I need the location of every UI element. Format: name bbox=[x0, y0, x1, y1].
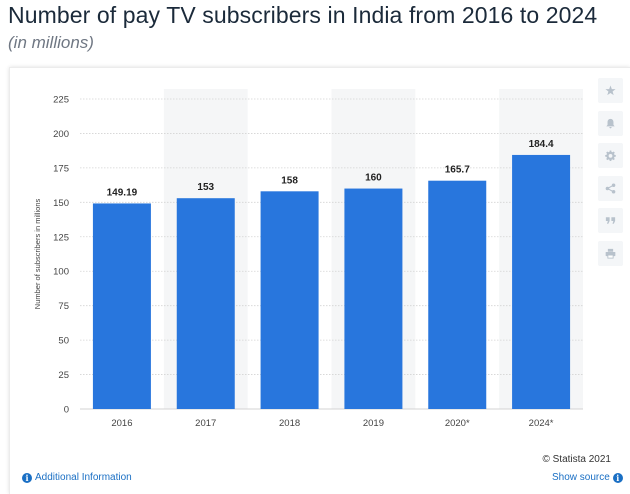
info-icon: i bbox=[612, 472, 623, 483]
x-tick-label: 2020* bbox=[445, 418, 470, 429]
bar[interactable] bbox=[428, 180, 487, 409]
copyright-text: © Statista 2021 bbox=[542, 454, 611, 465]
star-icon bbox=[605, 85, 616, 96]
print-button[interactable] bbox=[598, 240, 623, 266]
data-label: 184.4 bbox=[529, 139, 554, 150]
additional-information-link[interactable]: i Additional Information bbox=[22, 472, 132, 483]
page-title: Number of pay TV subscribers in India fr… bbox=[8, 2, 598, 28]
bar[interactable] bbox=[512, 154, 571, 409]
share-icon bbox=[605, 182, 616, 194]
bar[interactable] bbox=[92, 203, 151, 409]
y-axis-label: Number of subscribers in millions bbox=[33, 199, 42, 310]
bell-icon bbox=[606, 118, 615, 128]
data-label: 160 bbox=[365, 173, 382, 184]
quote-icon bbox=[605, 217, 616, 224]
bar[interactable] bbox=[260, 191, 319, 409]
favorite-button[interactable] bbox=[598, 78, 623, 103]
y-tick-label: 100 bbox=[53, 267, 69, 278]
x-tick-label: 2019 bbox=[363, 418, 384, 429]
y-tick-label: 25 bbox=[58, 370, 69, 381]
x-tick-label: 2024* bbox=[529, 418, 554, 429]
y-tick-label: 150 bbox=[53, 198, 69, 209]
print-icon bbox=[605, 248, 616, 259]
info-icon: i bbox=[22, 472, 32, 483]
data-label: 165.7 bbox=[445, 165, 470, 176]
data-label: 153 bbox=[197, 182, 214, 193]
y-tick-label: 75 bbox=[58, 301, 69, 312]
y-tick-label: 175 bbox=[53, 163, 69, 174]
y-tick-label: 200 bbox=[53, 129, 69, 140]
share-button[interactable] bbox=[598, 175, 623, 201]
page-subtitle: (in millions) bbox=[8, 33, 94, 52]
chart-toolbar bbox=[598, 78, 624, 273]
cite-button[interactable] bbox=[598, 208, 623, 233]
settings-button[interactable] bbox=[598, 143, 623, 168]
y-tick-label: 50 bbox=[58, 336, 69, 347]
additional-information-label: Additional Information bbox=[35, 472, 132, 483]
x-tick-label: 2016 bbox=[111, 418, 132, 429]
y-tick-label: 0 bbox=[64, 405, 69, 416]
x-tick-label: 2018 bbox=[279, 418, 300, 429]
x-tick-label: 2017 bbox=[195, 418, 216, 429]
notification-button[interactable] bbox=[598, 110, 623, 136]
gear-icon bbox=[605, 150, 616, 161]
bar[interactable] bbox=[176, 198, 235, 409]
bar[interactable] bbox=[344, 188, 403, 409]
data-label: 149.19 bbox=[107, 187, 138, 198]
y-tick-label: 125 bbox=[53, 232, 69, 243]
y-tick-label: 225 bbox=[53, 95, 69, 106]
show-source-link[interactable]: Show source i bbox=[552, 472, 623, 483]
data-label: 158 bbox=[281, 175, 298, 186]
show-source-label: Show source bbox=[552, 472, 610, 483]
